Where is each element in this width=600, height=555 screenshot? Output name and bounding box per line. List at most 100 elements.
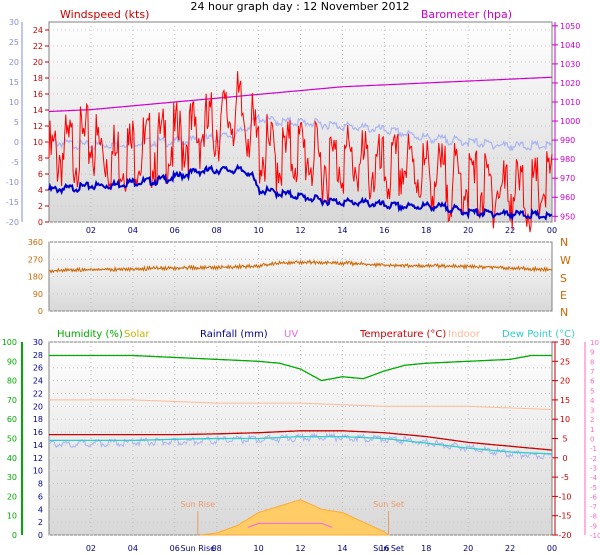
temperature-tick-label: 5 [14,118,19,127]
humidity-tick-label: 60 [7,415,17,424]
temperature-tick-label: 20 [9,58,19,67]
sun-annotation-label: Sun Rise [180,500,215,509]
solar-area [199,499,391,536]
uv-tick-label: -6 [590,493,598,501]
uv-tick-label: 3 [590,407,594,415]
rainfall-tick-label: 10 [33,467,43,476]
top-x-axis: 02 04 06 08 10 12 14 16 18 20 22 00 [86,226,557,235]
rainfall-tick-label: 26 [33,364,43,373]
barometer-axis-title: Barometer (hpa) [421,8,512,21]
humidity-tick-label: 90 [7,357,17,366]
uv-tick-label: -8 [590,513,597,521]
rainfall-tick-label: 18 [33,415,43,424]
rainfall-tick-label: 20 [33,402,43,411]
humidity-tick-label: 50 [7,435,17,444]
uv-tick-label: -7 [590,503,597,511]
windspeed-tick-label: 6 [38,170,43,179]
x-tick-label: 16 [379,226,389,235]
uv-tick-label: -4 [590,474,598,482]
x-tick-label: 22 [505,544,515,553]
legend-label: Temperature (°C) [359,329,446,340]
temperature-tick-label: -15 [6,198,19,207]
rainfall-tick-label: 16 [33,428,43,437]
temperature-tick-label: -20 [6,218,19,227]
humidity-tick-label: 30 [7,473,17,482]
wind-direction-plot-area [48,241,553,312]
legend-label: Indoor [448,329,481,340]
top-panel: 24 hour graph day : 12 November 2012 Win… [6,0,580,235]
direction-tick-label: 270 [28,255,43,264]
temperature-tick-label: 0 [14,138,19,147]
temperature-tick-label: -10 [6,178,19,187]
rainfall-tick-label: 0 [38,531,43,540]
temperature-tick-label: 10 [9,98,19,107]
wind-direction-line [48,259,553,274]
windspeed-average-line [48,163,553,222]
windspeed-tick-label: 24 [33,26,43,35]
temperature-tick-label: 10 [560,415,570,424]
compass-label: E [560,289,567,302]
barometer-tick-label: 1010 [560,98,580,107]
x-tick-label: 06 [170,226,180,235]
temperature-tick-label: 30 [9,18,19,27]
barometer-tick-label: 1050 [560,22,580,31]
humidity-axis: 0 10 20 30 40 50 60 70 80 90 100 [2,338,23,540]
uv-tick-label: 8 [590,358,594,366]
uv-tick-label: -3 [590,464,597,472]
x-tick-label: 08 [212,226,222,235]
windspeed-tick-label: 16 [33,90,43,99]
direction-tick-label: 180 [28,273,43,282]
barometer-tick-label: 960 [560,193,575,202]
windspeed-axis-title: Windspeed (kts) [60,8,149,21]
rainfall-tick-label: 8 [38,480,43,489]
rainfall-tick-label: 14 [33,441,43,450]
uv-tick-label: -1 [590,445,597,453]
sun-annotation-label: Sun Set [373,500,404,509]
sun-annotations: Sun Rise Sun Set Sun Rise Sun Set [180,500,403,553]
compass-label: W [560,254,571,267]
rainfall-tick-label: 2 [38,518,43,527]
barometer-tick-label: 1030 [560,60,580,69]
x-tick-label: 12 [295,544,305,553]
barometer-tick-label: 1020 [560,79,580,88]
x-tick-label: 10 [253,544,263,553]
temperature-tick-label: -10 [558,492,571,501]
direction-tick-label: 360 [28,238,43,247]
windspeed-tick-label: 2 [38,202,43,211]
x-tick-label: 04 [128,226,138,235]
temperature-tick-label: 20 [560,377,570,386]
temperature-tick-label: 0 [562,454,567,463]
bottom-series [48,354,553,536]
temperature-tick-label: -5 [561,473,569,482]
temperature-tick-label: 15 [9,78,19,87]
x-tick-label: 14 [337,544,347,553]
x-tick-label: 02 [86,226,96,235]
legend-label: Dew Point (°C) [502,329,575,340]
windspeed-tick-label: 20 [33,58,43,67]
temperature-tick-label: 5 [562,435,567,444]
x-tick-label: 12 [295,226,305,235]
uv-tick-label: 4 [590,397,595,405]
rainfall-tick-label: 28 [33,351,43,360]
barometer-axis: 950 960 970 980 990 1000 1010 1020 1030 1040 1050 [552,22,580,222]
temperature-tick-label: -20 [558,531,571,540]
temperature-tick-label: -15 [558,512,571,521]
x-tick-label: 02 [86,544,96,553]
x-tick-label: 16 [379,544,389,553]
uv-tick-label: 6 [590,378,595,386]
x-tick-label: 22 [505,226,515,235]
humidity-line [49,354,552,382]
barometer-tick-label: 1040 [560,41,580,50]
temperature-line [48,112,553,152]
sun-x-label: Sun Rise [180,544,215,553]
temperature-tick-label: 15 [560,396,570,405]
temperature-tick-label: -5 [11,158,19,167]
x-tick-label: 00 [547,226,557,235]
graph-title: 24 hour graph day : 12 November 2012 [190,0,409,13]
bottom-x-axis: 02 04 06 08 10 12 14 16 18 20 22 00 [86,544,557,553]
x-tick-label: 20 [463,226,473,235]
uv-line [247,522,333,528]
windspeed-tick-label: 14 [33,106,43,115]
